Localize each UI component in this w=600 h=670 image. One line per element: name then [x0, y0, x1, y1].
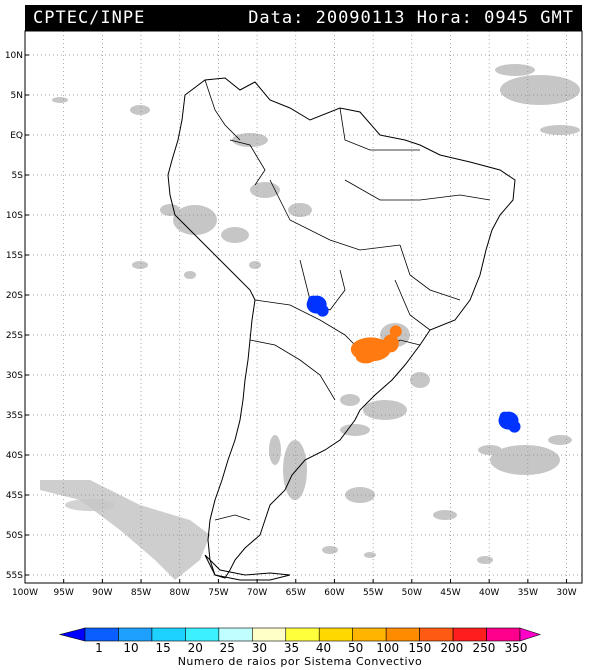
datetime-label: Data: 20090113 Hora: 0945 GMT	[248, 8, 574, 28]
lat-label: 30S	[6, 371, 23, 381]
lat-label: 5S	[12, 171, 24, 181]
legend-swatch	[419, 627, 454, 642]
convective-cell	[350, 325, 402, 364]
legend-tick-label: 15	[156, 641, 171, 655]
legend-tick-label: 200	[440, 641, 463, 655]
south-america-coastline	[167, 77, 516, 581]
lon-label: 85W	[131, 588, 151, 598]
title-bar: CPTEC/INPE Data: 20090113 Hora: 0945 GMT	[25, 5, 582, 31]
legend-caption: Numero de raios por Sistema Convectivo	[177, 655, 423, 668]
lat-label: 5N	[11, 91, 23, 101]
legend-swatch	[318, 627, 353, 642]
color-legend	[58, 627, 541, 642]
lon-label: 60W	[324, 588, 344, 598]
map-frame	[24, 30, 583, 584]
lon-label: 90W	[92, 588, 112, 598]
legend-tick-label: 25	[220, 641, 235, 655]
legend-swatch	[218, 627, 253, 642]
lon-label: 70W	[247, 588, 267, 598]
legend-tick-label: 30	[252, 641, 267, 655]
legend-swatch	[519, 627, 541, 642]
legend-swatch	[58, 627, 86, 642]
legend-tick-label: 35	[284, 641, 299, 655]
legend-swatch	[185, 627, 220, 642]
lat-label: 15S	[6, 251, 23, 261]
lat-label: 55S	[6, 571, 23, 581]
legend-tick-label: 150	[408, 641, 431, 655]
legend-tick-label: 350	[505, 641, 528, 655]
legend-swatch	[352, 627, 387, 642]
convective-systems	[306, 295, 521, 433]
lat-label: 40S	[6, 451, 23, 461]
latitude-labels: 10N 5N EQ 5S 10S 15S 20S 25S 30S 35S 40S 45S 50S 55S	[5, 51, 29, 581]
legend-swatch	[118, 627, 153, 642]
convective-cell	[498, 411, 521, 433]
lon-label: 100W	[12, 588, 38, 598]
legend-swatch	[84, 627, 119, 642]
lon-label: 55W	[363, 588, 383, 598]
legend-tick-label: 20	[188, 641, 203, 655]
agency-label: CPTEC/INPE	[33, 8, 146, 28]
legend-tick-label: 40	[316, 641, 331, 655]
convective-cell	[306, 295, 329, 317]
lon-label: 95W	[54, 588, 74, 598]
legend-tick-label: 1	[95, 641, 103, 655]
lon-label: 75W	[208, 588, 228, 598]
lat-label: 20S	[6, 291, 23, 301]
lon-label: 35W	[518, 588, 538, 598]
satellite-cloud-cover	[40, 64, 580, 580]
legend-swatch	[285, 627, 320, 642]
longitude-labels: 100W 95W 90W 85W 80W 75W 70W 65W 60W 55W 50W 45W 40W…	[12, 579, 577, 598]
legend-tick-labels: 1 10 15 20 25 30 35 40 50 100 150 200 250 350	[95, 641, 527, 655]
lon-label: 30W	[556, 588, 576, 598]
lon-label: 65W	[286, 588, 306, 598]
legend-tick-label: 50	[348, 641, 363, 655]
legend-swatch	[452, 627, 487, 642]
legend-swatch	[252, 627, 287, 642]
legend-swatch	[486, 627, 521, 642]
lat-label: 25S	[6, 331, 23, 341]
lat-label: 45S	[6, 491, 23, 501]
lon-label: 80W	[170, 588, 190, 598]
legend-tick-label: 10	[123, 641, 138, 655]
lat-label: 35S	[6, 411, 23, 421]
lon-label: 45W	[440, 588, 460, 598]
legend-swatch	[385, 627, 420, 642]
legend-tick-label: 100	[376, 641, 399, 655]
lon-label: 40W	[479, 588, 499, 598]
lat-label: EQ	[10, 131, 23, 141]
lat-label: 10N	[5, 51, 23, 61]
legend-swatch	[151, 627, 186, 642]
lon-label: 50W	[402, 588, 422, 598]
lat-label: 10S	[6, 211, 23, 221]
legend-tick-label: 250	[472, 641, 495, 655]
lat-label: 50S	[6, 531, 23, 541]
